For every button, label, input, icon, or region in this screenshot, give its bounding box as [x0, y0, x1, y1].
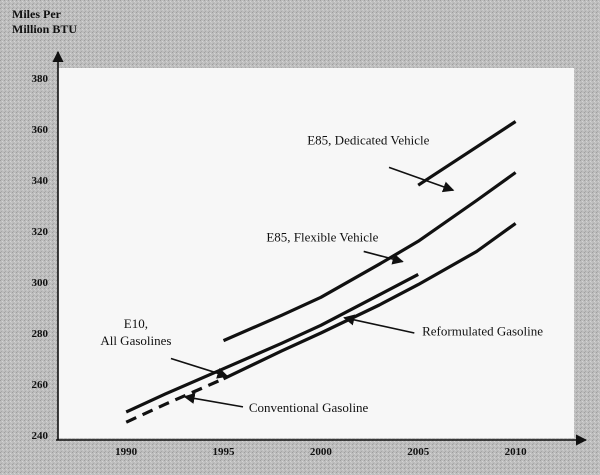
series-annotations: E85, Dedicated Vehicle E85, Flexible Vehi… [100, 132, 543, 415]
y-tick-label-240: 240 [32, 430, 49, 442]
x-tick-label-2010: 2010 [505, 446, 528, 458]
x-tick-labels: 1990 1995 2000 2005 2010 [115, 446, 527, 458]
annotation-arrow-e85-flexible-vehicle [363, 250, 404, 265]
y-tick-label-360: 360 [32, 124, 49, 136]
annotation-arrow-reformulated-gasoline [343, 314, 415, 334]
series-line-e85-dedicated-vehicle [417, 120, 517, 187]
y-tick-label-260: 260 [32, 379, 49, 391]
y-axis-title-line-2: Million BTU [12, 22, 77, 36]
series-line-conventional-gasoline [125, 377, 225, 424]
annotation-label-e10-all-gasolines-line-1: E10, [124, 316, 148, 331]
annotation-label-reformulated-gasoline: Reformulated Gasoline [422, 324, 543, 339]
series-line-e10-all-gasolines [125, 272, 419, 414]
annotation-label-e85-dedicated-vehicle: E85, Dedicated Vehicle [307, 132, 429, 147]
annotation-label-conventional-gasoline: Conventional Gasoline [249, 400, 369, 415]
plot-area [58, 68, 574, 438]
series-line-e85-flexible-vehicle [222, 171, 517, 343]
x-tick-label-2005: 2005 [407, 446, 430, 458]
y-axis-title: Miles Per Million BTU [12, 7, 77, 36]
y-tick-label-300: 300 [32, 277, 49, 289]
y-tick-label-340: 340 [32, 175, 49, 187]
annotation-arrow-conventional-gasoline [183, 392, 244, 408]
x-tick-label-1995: 1995 [213, 446, 236, 458]
x-tick-label-1990: 1990 [115, 446, 138, 458]
y-tick-labels: 240 260 280 300 320 340 360 380 [32, 73, 49, 442]
x-tick-label-2000: 2000 [310, 446, 333, 458]
annotation-label-e10-all-gasolines-line-2: All Gasolines [100, 333, 171, 348]
y-tick-label-280: 280 [32, 328, 49, 340]
y-tick-label-380: 380 [32, 73, 49, 85]
annotation-arrow-e85-dedicated-vehicle [388, 166, 455, 193]
annotation-arrow-e10-all-gasolines [170, 357, 229, 379]
annotation-label-e85-flexible-vehicle: E85, Flexible Vehicle [266, 229, 378, 244]
series-line-reformulated-gasoline [222, 222, 517, 381]
series-lines [125, 120, 517, 424]
y-axis-title-line-1: Miles Per [12, 7, 62, 21]
y-tick-label-320: 320 [32, 226, 49, 238]
axes [52, 50, 588, 446]
